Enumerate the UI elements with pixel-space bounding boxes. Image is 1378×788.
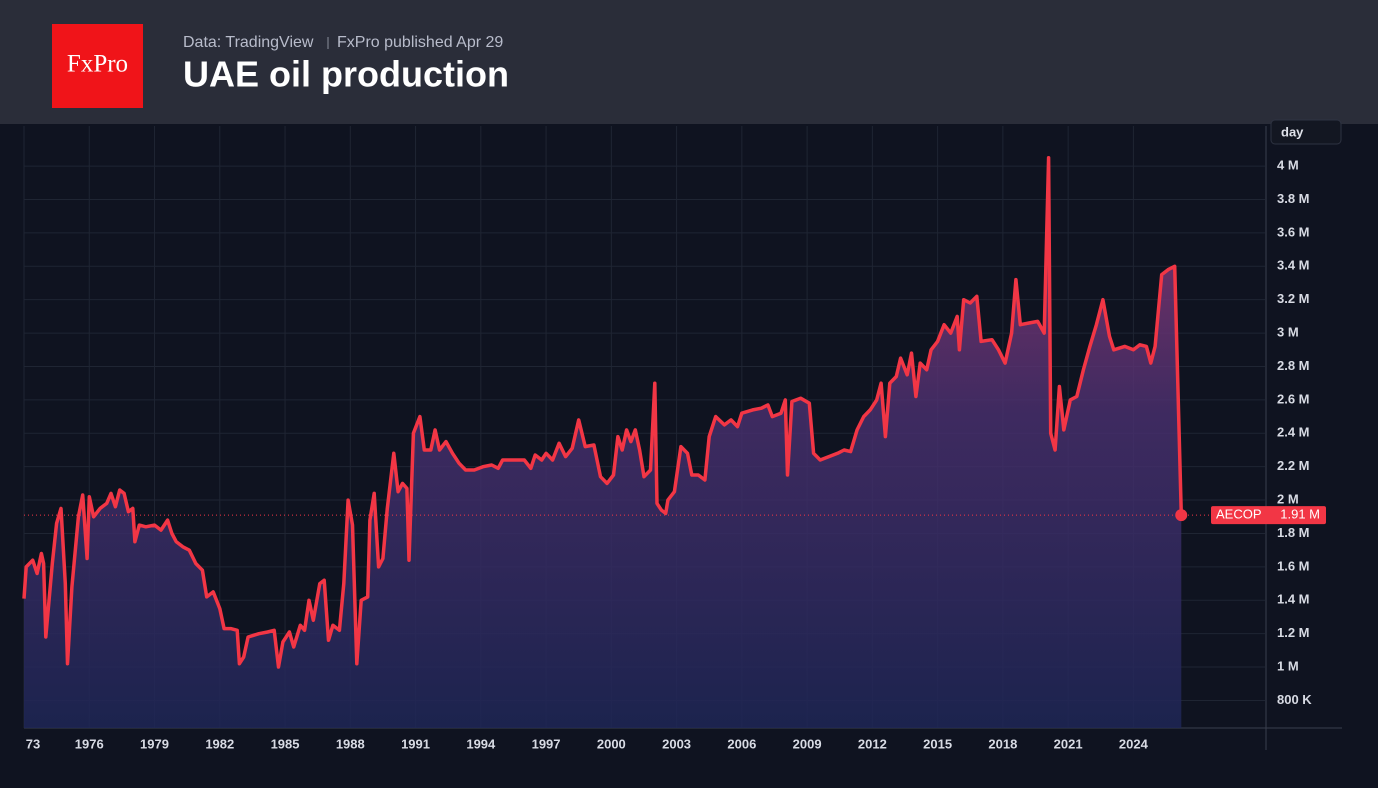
x-tick-label: 2003 [662, 736, 691, 751]
area-fill [24, 157, 1182, 728]
price-tag-name: AECOP [1216, 507, 1262, 522]
y-tick-label: 2.8 M [1277, 358, 1310, 373]
logo-box [52, 24, 143, 108]
logo: FxPro [67, 51, 128, 78]
interval-chip[interactable] [1270, 119, 1342, 145]
x-tick-label: 1994 [466, 736, 496, 751]
y-tick-label: 1.2 M [1277, 625, 1310, 640]
x-tick-label: 2006 [727, 736, 756, 751]
y-tick-label: 1.6 M [1277, 558, 1310, 573]
y-tick-label: 800 K [1277, 692, 1312, 707]
line [22, 155, 1184, 669]
x-tick-label: 2015 [923, 736, 952, 751]
x-tick-label: 2000 [597, 736, 626, 751]
x-tick-label: 1979 [140, 736, 169, 751]
x-tick-label: 2012 [858, 736, 887, 751]
y-tick-label: 2.2 M [1277, 458, 1310, 473]
y-tick-label: 1.4 M [1277, 592, 1310, 607]
y-tick-label: 2.4 M [1277, 425, 1310, 440]
x-tick-label: 1997 [532, 736, 561, 751]
interval-label: day [1281, 124, 1304, 139]
price-tag-value: 1.91 M [1280, 507, 1320, 522]
y-tick-label: 2 M [1277, 491, 1299, 506]
publisher: FxPro published Apr 29 [337, 34, 503, 51]
x-tick-label: 2021 [1054, 736, 1083, 751]
x-tick-label: 1988 [336, 736, 365, 751]
plot: 73 1976 1979 1982 1985 1988 1991 1994 1997 2000 20… [22, 126, 1342, 751]
y-tick-label: 3.4 M [1277, 258, 1310, 273]
x-tick-label: 1991 [401, 736, 430, 751]
y-tick-label: 3.2 M [1277, 291, 1310, 306]
y-tick-label: 2.6 M [1277, 391, 1310, 406]
x-tick-label: 1976 [75, 736, 104, 751]
price-tag [1211, 506, 1326, 525]
x-tick-label: 1985 [271, 736, 300, 751]
y-tick-label: 3 M [1277, 325, 1299, 340]
last-point [1175, 509, 1188, 522]
x-tick-label: 2009 [793, 736, 822, 751]
source: Data: TradingView [183, 34, 314, 51]
x-tick-label: 2018 [988, 736, 1017, 751]
x-tick-label: 2024 [1119, 736, 1149, 751]
y-tick-label: 4 M [1277, 158, 1299, 173]
y-tick-label: 3.6 M [1277, 224, 1310, 239]
x-tick-label: 1982 [205, 736, 234, 751]
chart-title: UAE oil production [183, 54, 509, 95]
y-tick-label: 3.8 M [1277, 191, 1310, 206]
header-band [0, 0, 1378, 124]
y-tick-label: 1 M [1277, 658, 1299, 673]
y-tick-label: 1.8 M [1277, 525, 1310, 540]
x-tick-label: 73 [26, 736, 40, 751]
